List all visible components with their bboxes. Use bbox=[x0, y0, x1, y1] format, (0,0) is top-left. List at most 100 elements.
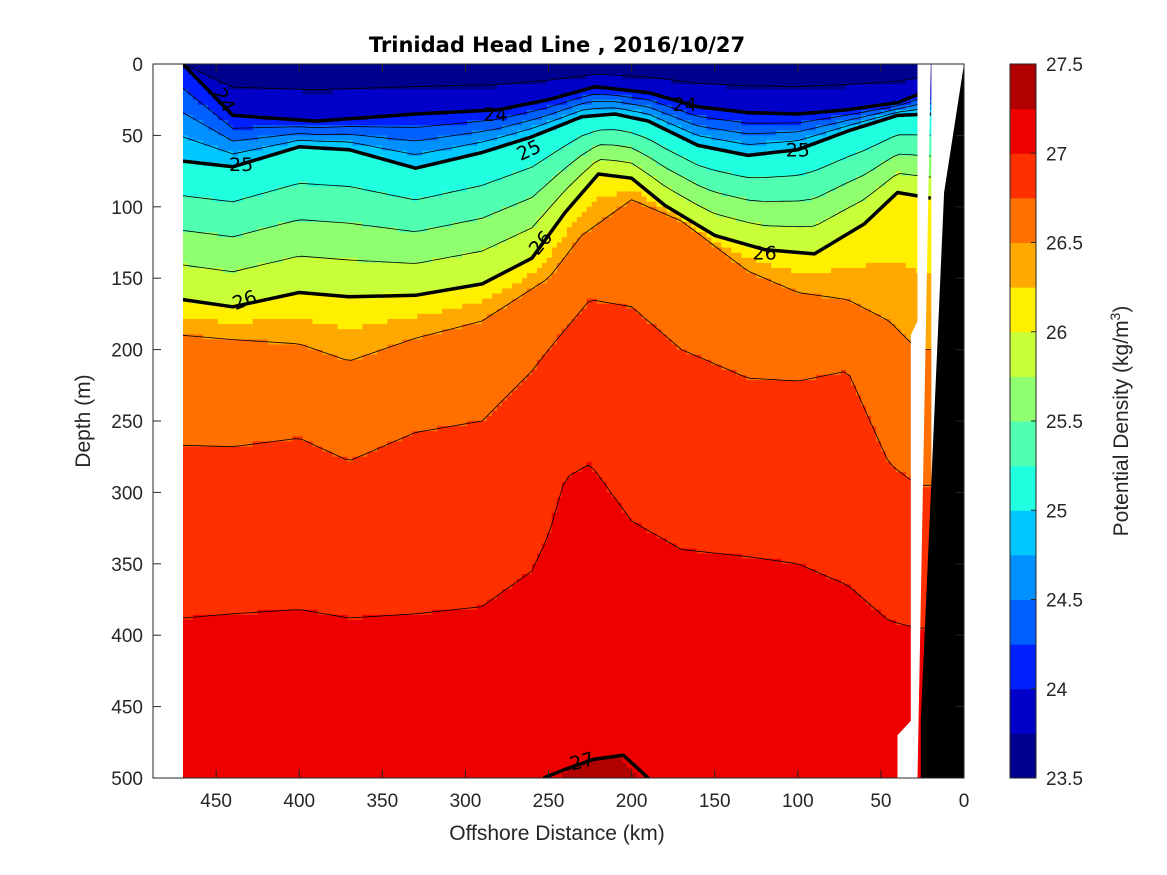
density-band-cell bbox=[182, 650, 932, 657]
density-band-cell bbox=[182, 461, 588, 468]
density-band-cell bbox=[551, 517, 633, 524]
density-band-cell bbox=[322, 349, 378, 356]
density-band-cell bbox=[586, 461, 593, 468]
density-band-cell bbox=[885, 614, 932, 621]
density-band-cell bbox=[591, 99, 623, 106]
density-band-cell bbox=[890, 104, 907, 111]
density-band-cell bbox=[182, 69, 189, 75]
density-band-cell bbox=[182, 104, 209, 111]
density-band-cell bbox=[182, 211, 493, 218]
density-band-cell bbox=[482, 319, 573, 325]
density-band-cell bbox=[631, 176, 658, 182]
density-band-cell bbox=[666, 166, 708, 172]
density-band-cell bbox=[497, 145, 563, 152]
density-band-cell bbox=[711, 237, 732, 244]
density-band-cell bbox=[526, 273, 553, 279]
density-band-cell bbox=[880, 109, 897, 116]
density-band-cell bbox=[811, 196, 867, 203]
density-band-cell bbox=[546, 278, 772, 284]
density-band-cell bbox=[526, 135, 578, 142]
y-axis-label: Depth (m) bbox=[72, 374, 95, 467]
density-band-cell bbox=[516, 130, 543, 136]
density-band-cell bbox=[561, 145, 593, 152]
density-band-cell bbox=[576, 237, 708, 244]
density-band-cell bbox=[561, 772, 638, 778]
density-band-cell bbox=[596, 472, 907, 478]
density-band-cell bbox=[302, 436, 403, 442]
density-band-cell bbox=[182, 354, 339, 361]
density-band-cell bbox=[492, 410, 867, 417]
density-band-cell bbox=[182, 109, 214, 116]
x-tick-label: 250 bbox=[533, 791, 565, 812]
density-band-cell bbox=[182, 558, 538, 565]
density-band-cell bbox=[816, 568, 932, 575]
density-band-cell bbox=[656, 324, 897, 330]
density-band-cell bbox=[182, 640, 932, 646]
density-band-cell bbox=[506, 395, 862, 402]
density-band-cell bbox=[467, 120, 523, 126]
density-band-cell bbox=[566, 767, 633, 774]
density-band-cell bbox=[826, 574, 932, 580]
density-band-cell bbox=[526, 227, 553, 233]
density-band-cell bbox=[855, 227, 932, 233]
density-band-cell bbox=[870, 191, 897, 198]
density-band-cell bbox=[890, 319, 932, 325]
density-band-cell bbox=[217, 145, 264, 152]
density-band-cell bbox=[890, 155, 932, 162]
density-band-cell bbox=[516, 262, 543, 269]
density-band-cell bbox=[182, 303, 229, 310]
density-band-cell bbox=[546, 120, 568, 126]
density-band-cell bbox=[711, 145, 802, 152]
density-band-cell bbox=[596, 176, 633, 182]
density-band-cell bbox=[626, 512, 932, 519]
colorbar-ticks: 27.5 27 26.5 26 25.5 25 24.5 24 23.5 bbox=[1031, 55, 1083, 790]
colorbar-label-main: Potential Density (kg/m bbox=[1110, 320, 1133, 536]
density-band-cell bbox=[187, 64, 932, 70]
density-band-cell bbox=[666, 145, 712, 152]
density-band-cell bbox=[776, 130, 827, 136]
density-band-cell bbox=[721, 242, 747, 249]
density-band-cell bbox=[576, 762, 628, 769]
x-tick-label: 100 bbox=[782, 791, 814, 812]
density-band-cell bbox=[487, 415, 872, 422]
density-band-cell bbox=[631, 145, 668, 152]
density-band-cell bbox=[556, 109, 578, 116]
density-band-cell bbox=[182, 574, 523, 580]
density-band-cell bbox=[591, 201, 628, 208]
density-band-cell bbox=[182, 456, 349, 463]
density-band-cell bbox=[900, 171, 932, 177]
density-band-cell bbox=[182, 247, 483, 254]
chart-title: Trinidad Head Line , 2016/10/27 bbox=[369, 33, 745, 57]
density-band-cell bbox=[182, 176, 503, 182]
density-band-cell bbox=[442, 191, 538, 198]
density-band-cell bbox=[875, 436, 932, 442]
density-band-cell bbox=[402, 436, 877, 442]
density-band-cell bbox=[207, 104, 224, 111]
density-band-cell bbox=[836, 237, 932, 244]
density-band-cell bbox=[182, 313, 418, 320]
density-band-cell bbox=[307, 181, 488, 187]
density-band-cell bbox=[855, 589, 932, 595]
density-band-cell bbox=[551, 201, 573, 208]
density-band-cell bbox=[207, 74, 588, 80]
density-band-cell bbox=[551, 247, 573, 254]
colorbar-segment bbox=[1010, 242, 1036, 288]
density-band-cell bbox=[526, 257, 548, 264]
density-band-cell bbox=[182, 492, 563, 499]
density-band-cell bbox=[621, 74, 932, 80]
density-band-cell bbox=[182, 370, 533, 376]
density-band-cell bbox=[761, 222, 817, 228]
density-band-cell bbox=[641, 191, 653, 198]
density-band-cell bbox=[661, 109, 688, 116]
density-band-cell bbox=[192, 298, 259, 305]
density-band-cell bbox=[821, 166, 877, 172]
density-band-cell bbox=[706, 166, 822, 172]
density-band-cell bbox=[487, 278, 523, 284]
density-band-cell bbox=[656, 196, 688, 203]
density-band-cell bbox=[880, 313, 932, 320]
density-band-cell bbox=[641, 89, 932, 96]
density-band-cell bbox=[182, 410, 493, 417]
density-band-cell bbox=[502, 589, 857, 595]
density-band-cell bbox=[187, 89, 209, 96]
density-band-cell bbox=[182, 364, 538, 371]
